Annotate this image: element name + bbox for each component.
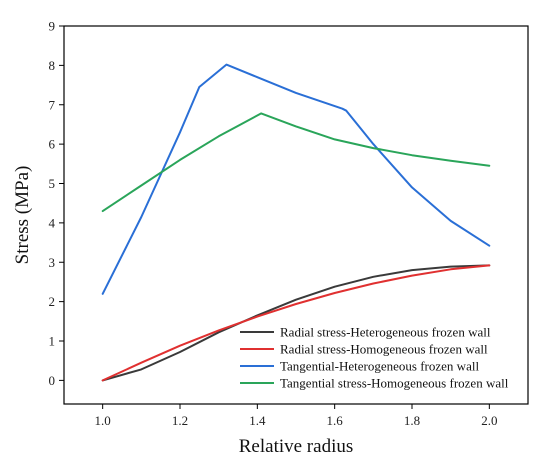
y-tick-label: 3: [49, 255, 56, 270]
legend-label-2: Radial stress-Homogeneous frozen wall: [280, 342, 488, 357]
x-tick-label: 2.0: [481, 413, 497, 428]
series-line-2: [101, 264, 491, 382]
x-axis-title: Relative radius: [239, 436, 354, 457]
y-tick-label: 5: [49, 176, 56, 191]
x-tick-label: 1.2: [172, 413, 188, 428]
y-tick-label: 1: [49, 334, 56, 349]
y-axis-title: Stress (MPa): [12, 166, 33, 265]
y-tick-label: 0: [49, 373, 56, 388]
y-tick-label: 2: [49, 294, 56, 309]
y-tick-label: 8: [49, 58, 56, 73]
plot-layer: 1.0 1.2 1.4 1.6 1.8 2.0 0 1 2 3 4 5 6 7 8 9 Relative rad…: [12, 19, 529, 457]
plot-frame: [63, 25, 529, 405]
series-line-3: [101, 63, 491, 295]
legend-label-3: Tangential-Heterogeneous frozen wall: [280, 359, 479, 374]
x-tick-label: 1.8: [404, 413, 420, 428]
series-line-4: [101, 112, 491, 213]
y-tick-label: 9: [49, 19, 56, 34]
y-tick-label: 6: [49, 137, 56, 152]
legend-label-4: Tangential stress-Homogeneous frozen wal…: [280, 376, 509, 391]
x-tick-label: 1.4: [249, 413, 266, 428]
x-tick-label: 1.0: [95, 413, 111, 428]
series-line-1: [101, 264, 491, 382]
x-tick-label: 1.6: [327, 413, 344, 428]
y-tick-label: 7: [49, 97, 56, 112]
y-tick-label: 4: [49, 215, 56, 230]
legend-label-1: Radial stress-Heterogeneous frozen wall: [280, 325, 491, 340]
